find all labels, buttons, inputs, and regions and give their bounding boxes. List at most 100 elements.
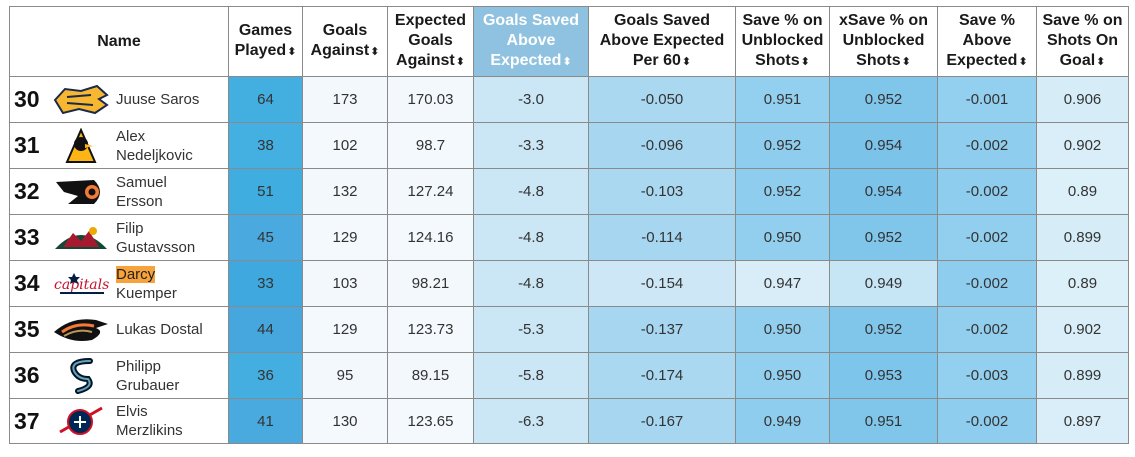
player-first-name[interactable]: Samuel [116,173,167,191]
sort-arrows-icon[interactable]: ⬍ [800,56,810,68]
table-row: 33 Filip Gustavsson 45 129 124.16 -4.8 -0.114 0.… [9,214,1129,261]
header-line: Goals Saved [613,12,711,29]
save-pct-above-expected-cell: -0.002 [937,398,1037,444]
washington-capitals-logo: capitals [50,265,112,303]
xsave-pct-unblocked-cell: 0.954 [829,122,938,169]
xsave-pct-unblocked-cell: 0.953 [829,352,938,399]
columbus-blue-jackets-logo [50,402,112,440]
player-name-cell: 31 Alex Nedeljkovic [9,122,229,169]
sort-arrows-icon[interactable]: ⬍ [370,46,380,58]
player-name: Philipp Grubauer [112,357,179,395]
goals-saved-above-expected-cell: -6.3 [473,398,589,444]
goals-against-cell: 129 [302,306,388,353]
goals-saved-above-expected-column-header[interactable]: Goals Saved Above Expected⬍ [473,6,589,77]
table-row: 34 capitals Darcy Kuemper 33 103 98.21 -4.8 -0.1… [9,260,1129,307]
rank-number: 36 [14,362,40,388]
expected-goals-against-column-header[interactable]: Expected Goals Against⬍ [387,6,474,77]
goals-saved-above-expected-cell: -3.3 [473,122,589,169]
rank-number: 37 [14,407,40,434]
save-pct-shots-on-goal-cell: 0.899 [1036,214,1129,261]
goals-saved-above-expected-cell: -5.8 [473,352,589,399]
player-first-name[interactable]: Filip [116,219,144,237]
header-line: Shots [856,52,901,69]
xsave-pct-unblocked-cell: 0.952 [829,214,938,261]
player-name-cell: 37 Elvis Merzlikins [9,398,229,444]
player-first-name[interactable]: Alex [116,127,146,145]
games-played-cell: 45 [228,214,303,261]
player-name-cell: 34 capitals Darcy Kuemper [9,260,229,307]
header-line: Expected [490,52,562,69]
player-last-name[interactable]: Ersson [116,192,163,210]
save-pct-shots-on-goal-column-header[interactable]: Save % on Shots On Goal⬍ [1036,6,1129,77]
sort-arrows-icon[interactable]: ⬍ [287,46,297,58]
xsave-pct-unblocked-column-header[interactable]: xSave % on Unblocked Shots⬍ [829,6,938,77]
sort-arrows-icon[interactable]: ⬍ [681,56,692,68]
header-line: Expected [394,12,467,29]
player-full-name[interactable]: Lukas Dostal [116,321,203,338]
sort-arrows-icon[interactable]: ⬍ [1096,56,1106,68]
name-column-header[interactable]: Name [9,6,229,77]
table-row: 32 Samuel Ersson 51 132 127.24 -4.8 -0.103 0.952… [9,168,1129,215]
player-last-name[interactable]: Gustavsson [116,238,196,256]
header-line: Save % [958,12,1016,29]
goals-against-cell: 132 [302,168,388,215]
player-first-name[interactable]: Philipp [116,357,162,375]
goals-against-cell: 130 [302,398,388,444]
player-last-name[interactable]: Grubauer [116,376,180,394]
expected-goals-against-cell: 123.65 [387,398,474,444]
sort-arrows-icon[interactable]: ⬍ [1018,56,1028,68]
save-pct-above-expected-cell: -0.002 [937,168,1037,215]
minnesota-wild-logo [50,219,112,257]
header-line: Above [506,32,556,49]
header-line: Played [234,42,287,59]
player-name: Darcy Kuemper [112,265,177,303]
player-first-name[interactable]: Elvis [116,403,148,420]
save-pct-above-expected-cell: -0.001 [937,76,1037,123]
player-name: Elvis Merzlikins [112,402,183,440]
save-pct-unblocked-cell: 0.951 [735,76,830,123]
player-name: Samuel Ersson [112,173,167,211]
xsave-pct-unblocked-cell: 0.949 [829,260,938,307]
player-last-name[interactable]: Kuemper [116,284,177,302]
player-first-name[interactable]: Darcy [116,265,156,283]
player-name: Filip Gustavsson [112,219,195,257]
expected-goals-against-cell: 170.03 [387,76,474,123]
gsax-per-60-column-header[interactable]: Goals Saved Above Expected Per 60⬍ [588,6,736,77]
player-last-name[interactable]: Merzlikins [116,422,183,439]
expected-goals-against-cell: 98.21 [387,260,474,307]
player-last-name[interactable]: Nedeljkovic [116,146,193,164]
gsax-per-60-cell: -0.103 [588,168,736,215]
save-pct-unblocked-cell: 0.950 [735,306,830,353]
save-pct-shots-on-goal-cell: 0.902 [1036,122,1129,169]
games-played-column-header[interactable]: Games Played⬍ [228,6,303,77]
header-line: Unblocked [741,32,824,49]
save-pct-unblocked-column-header[interactable]: Save % on Unblocked Shots⬍ [735,6,830,77]
pittsburgh-penguins-logo [50,127,112,165]
header-line: Save % on [1042,12,1123,29]
header-line: Against [396,52,455,69]
games-played-cell: 36 [228,352,303,399]
sort-arrows-icon[interactable]: ⬍ [455,56,465,68]
player-name-cell: 30 Juuse Saros [9,76,229,123]
expected-goals-against-cell: 89.15 [387,352,474,399]
save-pct-shots-on-goal-cell: 0.902 [1036,306,1129,353]
header-line: Expected [946,52,1018,69]
save-pct-shots-on-goal-cell: 0.906 [1036,76,1129,123]
player-name: Juuse Saros [112,90,199,109]
save-pct-unblocked-cell: 0.950 [735,214,830,261]
player-full-name[interactable]: Juuse Saros [116,91,200,108]
header-line: Above Expected [599,32,725,49]
rank-number: 35 [14,316,40,342]
expected-goals-against-cell: 124.16 [387,214,474,261]
expected-goals-against-cell: 98.7 [387,122,474,169]
goals-saved-above-expected-cell: -4.8 [473,214,589,261]
sort-arrows-icon[interactable]: ⬍ [562,56,572,68]
header-line: Above [962,32,1012,49]
sort-arrows-icon[interactable]: ⬍ [901,56,911,68]
save-pct-above-expected-column-header[interactable]: Save % Above Expected⬍ [937,6,1037,77]
table-body: 30 Juuse Saros 64 173 170.03 -3.0 -0.050 0.951 0… [9,76,1129,444]
rank-number: 30 [14,86,40,112]
save-pct-unblocked-cell: 0.952 [735,168,830,215]
goals-against-column-header[interactable]: Goals Against⬍ [302,6,388,77]
player-name-cell: 36 Philipp Grubauer [9,352,229,399]
